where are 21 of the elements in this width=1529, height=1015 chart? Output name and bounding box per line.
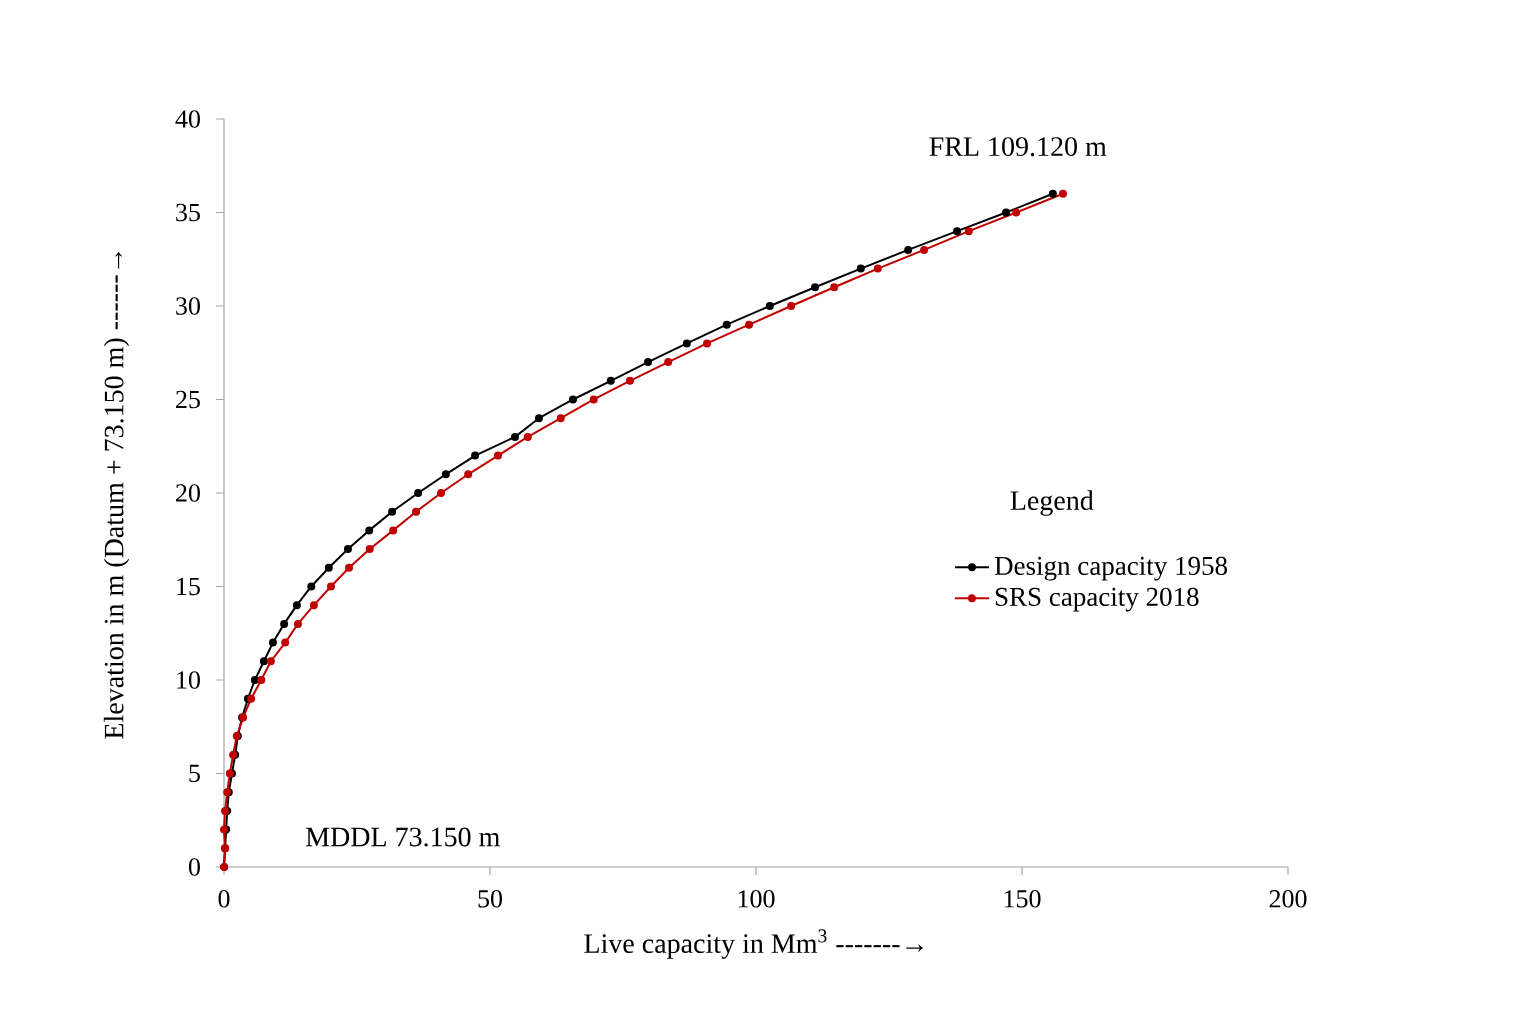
- y-tick-label: 10: [177, 671, 200, 689]
- y-tick-label: 5: [189, 764, 200, 783]
- legend-label: Design capacity 1958: [994, 556, 1227, 581]
- x-tick-label: 200: [1269, 890, 1307, 908]
- x-tick-label: 0: [218, 890, 230, 908]
- y-tick-label: 0: [188, 858, 200, 876]
- y-tick-label: 35: [176, 203, 200, 222]
- x-axis-title: Live capacity in Mm$^{3}$ -------→: [584, 929, 923, 959]
- annotation: MDDL 73.150 m: [305, 827, 500, 847]
- x-tick-label: 100: [738, 890, 775, 908]
- x-tick-label: 50: [478, 890, 503, 908]
- y-tick-label: 40: [175, 110, 200, 128]
- y-axis-title: Elevation in m (Datum + 73.150 m) ------→: [103, 252, 130, 739]
- x-tick-label: 150: [1004, 890, 1041, 908]
- y-tick-label: 30: [176, 297, 200, 315]
- legend-label: SRS capacity 2018: [995, 587, 1199, 612]
- legend-title: Legend: [1010, 490, 1094, 516]
- y-tick-label: 20: [176, 484, 200, 502]
- y-tick-label: 15: [177, 577, 200, 596]
- annotation: FRL 109.120 m: [929, 137, 1107, 157]
- y-tick-label: 25: [176, 390, 200, 409]
